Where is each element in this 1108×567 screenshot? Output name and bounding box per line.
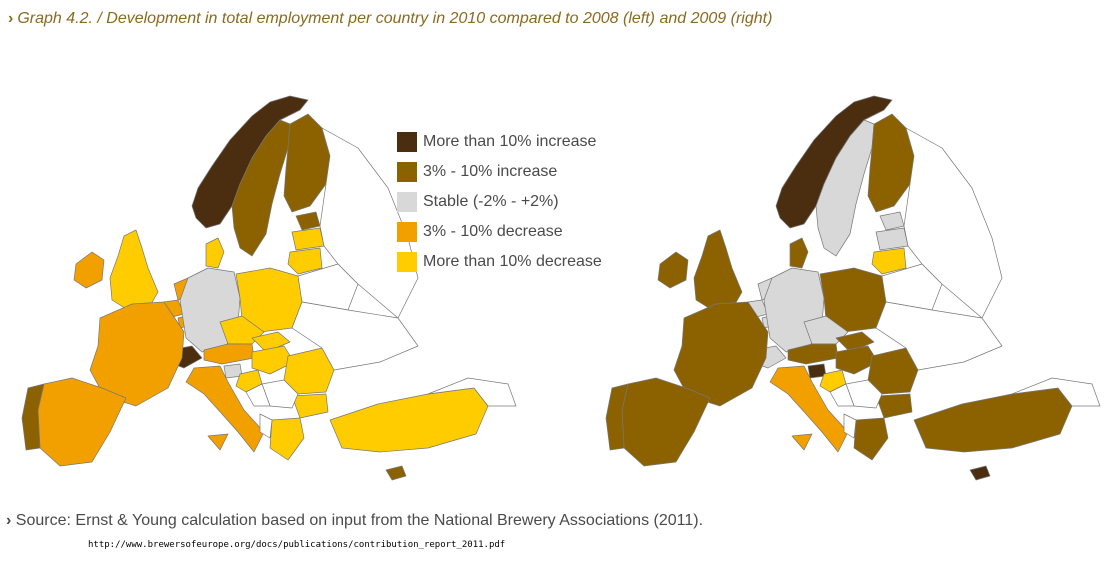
country-hungary bbox=[251, 345, 295, 375]
legend-swatch bbox=[397, 222, 417, 242]
country-estonia bbox=[295, 211, 321, 231]
country-ireland bbox=[657, 251, 689, 289]
country-albania bbox=[843, 413, 857, 439]
country-estonia bbox=[879, 211, 905, 231]
source-text: Ernst & Young calculation based on input… bbox=[75, 512, 704, 529]
country-uk bbox=[693, 229, 743, 311]
country-latvia bbox=[291, 227, 325, 251]
legend-swatch bbox=[397, 162, 417, 182]
country-denmark bbox=[205, 237, 225, 269]
country-portugal bbox=[21, 383, 45, 451]
legend-item: Stable (-2% - +2%) bbox=[397, 187, 602, 217]
legend-label: More than 10% increase bbox=[423, 133, 597, 150]
graph-title-text: Graph 4.2. / Development in total employ… bbox=[17, 10, 773, 27]
country-caucasus bbox=[1011, 377, 1101, 407]
country-bulgaria bbox=[291, 393, 329, 419]
legend-label: 3% - 10% increase bbox=[423, 163, 558, 180]
country-slovakia bbox=[251, 331, 291, 353]
country-lithuania bbox=[287, 247, 323, 275]
country-russia-west bbox=[903, 127, 1003, 319]
country-italy bbox=[185, 365, 265, 453]
country-belarus bbox=[881, 263, 943, 311]
legend-swatch bbox=[397, 132, 417, 152]
map-2008 bbox=[21, 95, 517, 481]
chevron-right-icon: › bbox=[6, 512, 12, 529]
country-cyprus bbox=[969, 465, 991, 481]
country-cyprus bbox=[385, 465, 407, 481]
legend-item: 3% - 10% increase bbox=[397, 157, 602, 187]
country-ireland bbox=[73, 251, 105, 289]
country-italy bbox=[769, 365, 849, 453]
legend-label: 3% - 10% decrease bbox=[423, 223, 563, 240]
country-ukraine bbox=[291, 301, 419, 371]
legend-label: Stable (-2% - +2%) bbox=[423, 193, 559, 210]
source-label: Source bbox=[15, 512, 67, 529]
country-sweden bbox=[231, 119, 291, 257]
country-portugal bbox=[605, 383, 629, 451]
map-2009 bbox=[605, 95, 1101, 481]
country-russia-west bbox=[319, 127, 419, 319]
country-france bbox=[89, 301, 185, 407]
country-caucasus bbox=[427, 377, 517, 407]
legend-label: More than 10% decrease bbox=[423, 253, 602, 270]
country-albania bbox=[259, 413, 273, 439]
source-url[interactable]: http://www.brewersofeurope.org/docs/publ… bbox=[88, 540, 506, 550]
country-greece bbox=[853, 417, 889, 461]
country-belarus bbox=[297, 263, 359, 311]
legend-swatch bbox=[397, 192, 417, 212]
country-lithuania bbox=[871, 247, 907, 275]
country-bosnia bbox=[245, 383, 271, 407]
legend-item: More than 10% increase bbox=[397, 127, 602, 157]
country-finland bbox=[867, 113, 915, 213]
country-greece bbox=[269, 417, 305, 461]
legend-swatch bbox=[397, 252, 417, 272]
country-denmark bbox=[789, 237, 809, 269]
legend-item: More than 10% decrease bbox=[397, 247, 602, 277]
graph-title: › Graph 4.2. / Development in total emplo… bbox=[8, 10, 772, 28]
country-latvia bbox=[875, 227, 909, 251]
source-note: › Source: Ernst & Young calculation base… bbox=[6, 512, 703, 530]
country-slovakia bbox=[835, 331, 875, 353]
country-ukraine bbox=[875, 301, 1003, 371]
chevron-right-icon: › bbox=[8, 10, 14, 27]
country-bulgaria bbox=[875, 393, 913, 419]
country-hungary bbox=[835, 345, 879, 375]
country-bosnia bbox=[829, 383, 855, 407]
country-sweden bbox=[815, 119, 875, 257]
source-separator: : bbox=[66, 512, 71, 529]
country-finland bbox=[283, 113, 331, 213]
country-turkey bbox=[913, 387, 1073, 453]
legend: More than 10% increase 3% - 10% increase… bbox=[397, 127, 602, 277]
legend-item: 3% - 10% decrease bbox=[397, 217, 602, 247]
country-uk bbox=[109, 229, 159, 311]
country-france bbox=[673, 301, 769, 407]
country-turkey bbox=[329, 387, 489, 453]
